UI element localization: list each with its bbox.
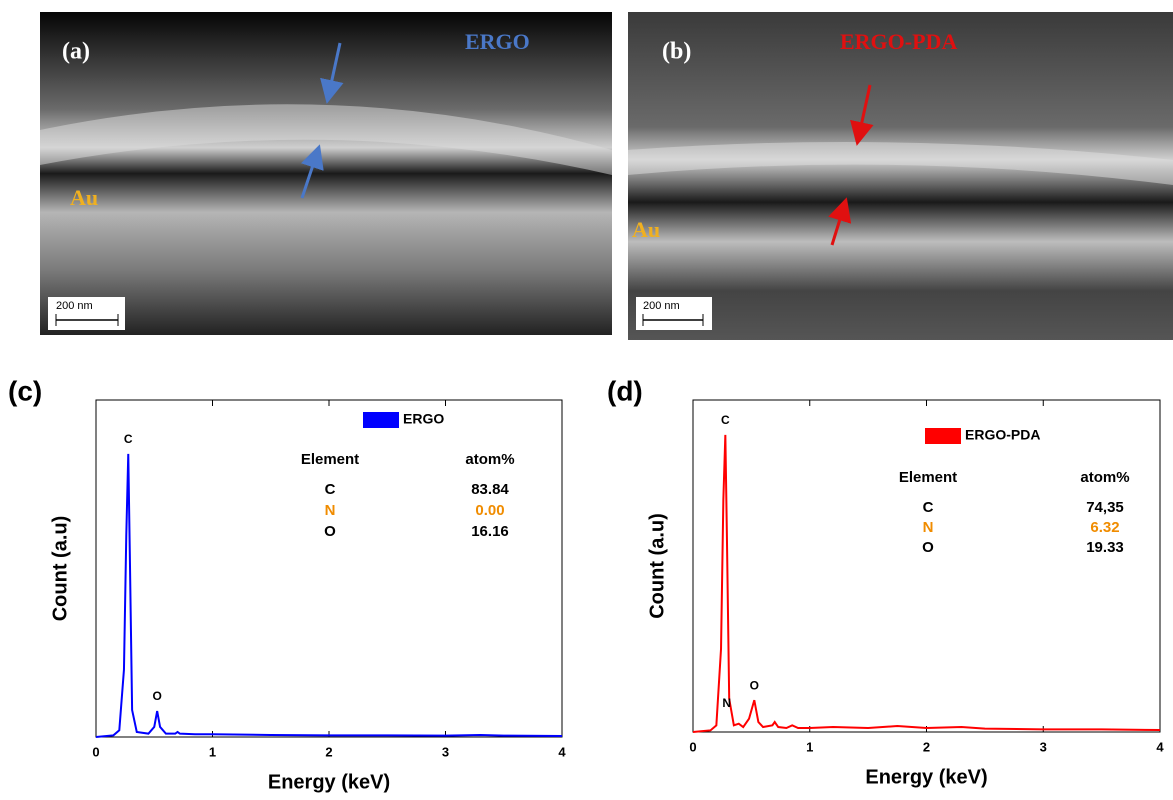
spectrum-line	[95, 453, 563, 738]
y-axis-label: Count (a.u)	[646, 513, 668, 619]
x-tick-label: 4	[1156, 739, 1164, 754]
table-header: Element	[899, 469, 957, 486]
sem-image-b: (b) ERGO-PDA Au 200 nm	[628, 12, 1173, 340]
y-axis-label: Count (a.u)	[49, 516, 71, 622]
panel-label: (c)	[8, 375, 42, 406]
panel-label: (d)	[607, 375, 643, 406]
x-tick-label: 3	[1040, 739, 1047, 754]
sem-image-a: (a) ERGO Au 200 nm	[40, 12, 612, 335]
x-axis-label: Energy (keV)	[268, 771, 390, 793]
image-title: ERGO	[465, 29, 530, 54]
x-tick-label: 2	[923, 739, 930, 754]
peak-label: C	[721, 413, 730, 427]
table-header: atom%	[465, 451, 514, 468]
substrate-label: Au	[632, 217, 660, 242]
legend-label: ERGO	[403, 411, 444, 427]
table-cell: O	[922, 539, 934, 556]
peak-label: O	[750, 678, 759, 692]
scale-bar-label: 200 nm	[643, 300, 680, 312]
table-cell: N	[923, 519, 934, 536]
legend-swatch	[363, 412, 399, 428]
x-tick-label: 3	[442, 744, 449, 759]
panel-label: (a)	[62, 39, 90, 65]
table-cell: C	[325, 481, 336, 498]
x-tick-label: 1	[209, 744, 216, 759]
eds-chart: 0 1 2 3 4 Energy (keV) Count (a.u) (c) C O ERGO Ele…	[8, 375, 566, 793]
legend-label: ERGO-PDA	[965, 427, 1040, 443]
table-cell: C	[923, 499, 934, 516]
table-header: atom%	[1080, 469, 1129, 486]
legend-swatch	[925, 428, 961, 444]
table-cell: 6.32	[1090, 519, 1119, 536]
x-tick-label: 4	[558, 744, 566, 759]
table-cell: 83.84	[471, 481, 509, 498]
table-cell: 0.00	[475, 502, 504, 519]
table-cell: 74,35	[1086, 499, 1124, 516]
spectrum-line	[692, 434, 1161, 733]
table-cell: N	[325, 502, 336, 519]
image-title: ERGO-PDA	[840, 29, 957, 54]
peak-label: N	[722, 696, 731, 710]
x-tick-label: 0	[92, 744, 99, 759]
table-cell: 16.16	[471, 523, 509, 540]
x-tick-label: 1	[806, 739, 813, 754]
x-tick-label: 0	[689, 739, 696, 754]
x-axis-label: Energy (keV)	[865, 766, 987, 788]
scale-bar-label: 200 nm	[56, 300, 93, 312]
plot-frame	[692, 399, 1161, 733]
table-cell: 19.33	[1086, 539, 1124, 556]
x-tick-label: 2	[325, 744, 332, 759]
panel-label: (b)	[662, 39, 691, 65]
substrate-label: Au	[70, 185, 98, 210]
peak-label: O	[152, 689, 161, 703]
table-header: Element	[301, 451, 359, 468]
table-cell: O	[324, 523, 336, 540]
peak-label: C	[124, 432, 133, 446]
